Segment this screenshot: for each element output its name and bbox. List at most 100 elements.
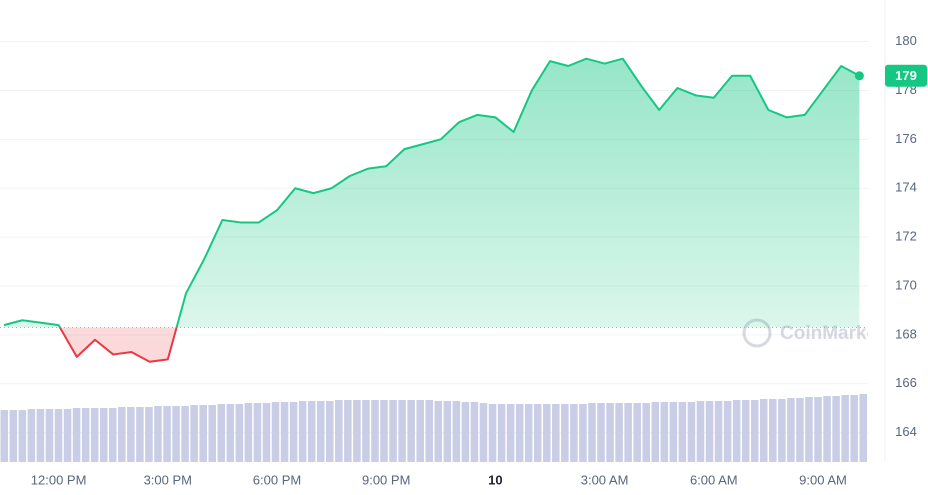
- x-tick-label: 9:00 AM: [799, 472, 847, 487]
- volume-bar: [723, 401, 732, 462]
- volume-bar: [190, 405, 198, 462]
- volume-bar: [262, 403, 271, 462]
- volume-bar: [778, 399, 786, 462]
- volume-bar: [172, 406, 180, 462]
- volume-bar: [434, 401, 443, 462]
- volume-bar: [90, 408, 99, 462]
- volume-bar: [199, 405, 207, 462]
- x-tick-label: 6:00 PM: [253, 472, 301, 487]
- volume-bar: [660, 402, 669, 462]
- volume-bar: [280, 402, 289, 462]
- volume-bar: [796, 398, 804, 462]
- volume-bar: [497, 404, 506, 462]
- volume-bar: [732, 400, 741, 462]
- volume-bar: [81, 408, 90, 462]
- volume-bar: [579, 404, 587, 462]
- y-tick-label: 164: [895, 424, 917, 439]
- volume-bar: [344, 400, 352, 462]
- volume-bar: [714, 401, 723, 462]
- volume-bar: [307, 401, 316, 462]
- volume-bar: [208, 405, 216, 462]
- volume-bar: [27, 409, 36, 462]
- volume-bar: [118, 407, 126, 462]
- volume-bar: [597, 403, 605, 462]
- volume-bar: [109, 408, 117, 462]
- volume-bar: [0, 410, 9, 462]
- volume-bar: [425, 400, 433, 462]
- volume-bar: [389, 400, 397, 462]
- volume-bar: [235, 404, 244, 462]
- volume-bar: [479, 403, 488, 462]
- watermark: CoinMarketCap: [780, 323, 919, 344]
- price-line-down: [58, 327, 178, 363]
- x-tick-label: 10: [488, 472, 502, 487]
- y-tick-label: 172: [895, 229, 917, 244]
- volume-bar: [615, 403, 623, 462]
- x-tick-label: 3:00 AM: [581, 472, 629, 487]
- y-tick-label: 170: [895, 277, 917, 292]
- x-tick-label: 3:00 PM: [144, 472, 192, 487]
- volume-bar: [353, 400, 361, 462]
- volume-bar: [633, 403, 641, 462]
- volume-bar: [750, 400, 759, 462]
- volume-bar: [606, 403, 614, 462]
- volume-bar: [298, 401, 307, 462]
- volume-bar: [506, 404, 515, 462]
- volume-bar: [398, 400, 406, 462]
- volume-bar: [488, 404, 497, 462]
- volume-bar: [823, 396, 831, 462]
- price-line-up: [3, 57, 860, 328]
- volume-bar: [669, 402, 678, 462]
- y-tick-label: 168: [895, 326, 917, 341]
- volume-bar: [335, 400, 343, 462]
- volume-bar: [36, 409, 45, 462]
- last-point: [854, 71, 864, 81]
- area-down: [4, 327, 860, 362]
- volume-bar: [371, 400, 379, 462]
- volume-bar: [814, 397, 822, 462]
- volume-bar: [588, 403, 596, 462]
- y-tick-label: 174: [895, 180, 917, 195]
- volume-bar: [678, 402, 687, 462]
- volume-bar: [163, 406, 171, 462]
- volume-bar: [705, 401, 714, 462]
- volume-bar: [841, 395, 849, 462]
- volume-bar: [18, 410, 27, 462]
- volume-bar: [561, 404, 569, 462]
- volume-bar: [769, 399, 777, 462]
- volume-bar: [687, 402, 696, 462]
- x-tick-label: 12:00 PM: [31, 472, 87, 487]
- volume-bar: [380, 400, 388, 462]
- volume-bar: [72, 408, 81, 462]
- x-tick-label: 6:00 AM: [690, 472, 738, 487]
- volume-bar: [651, 402, 660, 462]
- volume-bar: [515, 404, 524, 462]
- volume-bar: [787, 398, 795, 462]
- volume-bar: [552, 404, 560, 462]
- volume-bar: [226, 404, 235, 462]
- volume-bar: [181, 406, 189, 462]
- volume-bar: [805, 397, 813, 462]
- volume-bar: [289, 402, 298, 462]
- volume-bar: [741, 400, 750, 462]
- volume-bar: [452, 401, 461, 462]
- volume-bar: [271, 402, 280, 462]
- x-tick-label: 9:00 PM: [362, 472, 410, 487]
- volume-bar: [850, 395, 858, 462]
- volume-bar: [362, 400, 370, 462]
- volume-bar: [63, 409, 72, 462]
- volume-bar: [45, 409, 54, 462]
- y-tick-label: 166: [895, 375, 917, 390]
- volume-bar: [127, 407, 135, 462]
- volume-bar: [543, 404, 551, 462]
- volume-bar: [859, 394, 867, 462]
- volume-bar: [244, 403, 253, 462]
- volume-bar: [832, 396, 840, 462]
- volume-bar: [533, 404, 542, 462]
- volume-bar: [326, 401, 334, 462]
- volume-bar: [624, 403, 632, 462]
- volume-bar: [136, 407, 144, 462]
- volume-bar: [407, 400, 415, 462]
- volume-bar: [461, 402, 470, 462]
- volume-bar: [470, 402, 479, 462]
